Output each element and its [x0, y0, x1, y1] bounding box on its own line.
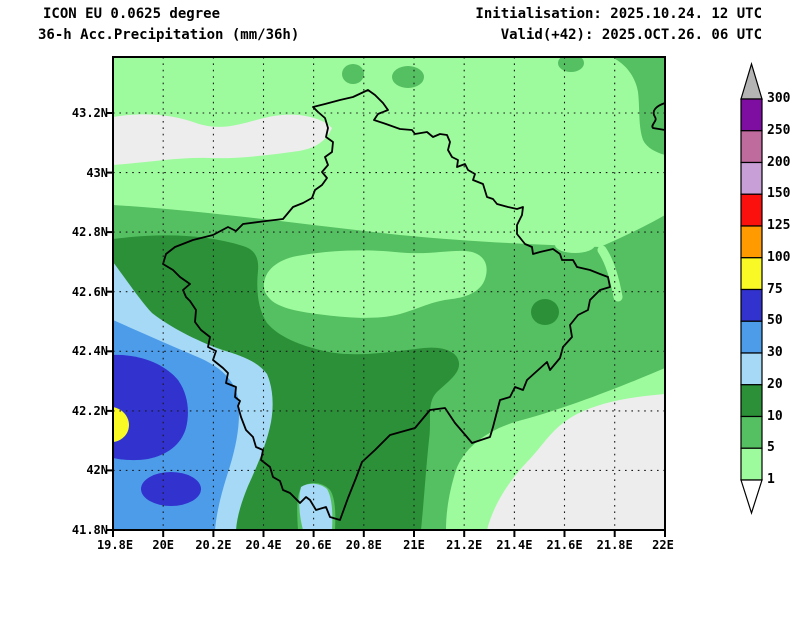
cbar-label-300: 300 [767, 91, 791, 106]
cbar-label-5: 5 [767, 440, 775, 456]
colorbar-seg-10-5 [740, 415, 763, 449]
cbar-label-75: 75 [767, 281, 783, 297]
field-20-30mm-notch [299, 483, 333, 530]
colorbar-seg-100-75 [740, 257, 763, 291]
field-5-10mm-blob-a [342, 64, 364, 84]
x-label-20.2E: 20.2E [195, 538, 232, 552]
precipitation-field [113, 57, 665, 530]
field-50-75mm-blob-s [141, 472, 201, 506]
colorbar-seg-5-1 [740, 447, 763, 481]
x-label-20.8E: 20.8E [345, 538, 382, 552]
model-title: ICON EU 0.0625 degree [43, 6, 221, 22]
field-10-20mm-main [113, 235, 460, 530]
colorbar-arrow-over [740, 61, 763, 100]
field-5-10mm-blob-c [558, 57, 584, 72]
field-5-10mm-ne-lobe [612, 57, 665, 155]
x-label-20.6E: 20.6E [295, 538, 332, 552]
x-label-21.8E: 21.8E [596, 538, 633, 552]
x-label-20.4E: 20.4E [245, 538, 282, 552]
y-label-42.4N: 42.4N [71, 344, 108, 359]
colorbar-seg-150-125 [740, 193, 763, 227]
cbar-label-1: 1 [767, 472, 775, 487]
field-1-5mm-sliver [597, 245, 623, 302]
field-1-5mm-patch [555, 237, 595, 253]
x-label-20E: 20E [152, 538, 175, 552]
field-10-20mm-oval [531, 299, 559, 325]
x-label-21.4E: 21.4E [496, 538, 533, 552]
y-label-42.6N: 42.6N [71, 284, 108, 299]
colorbar-seg-50-30 [740, 320, 763, 354]
kosovo-border [162, 89, 611, 521]
cbar-label-125: 125 [767, 218, 791, 233]
x-label-21E: 21E [403, 538, 425, 552]
cbar-label-50: 50 [767, 313, 783, 329]
field-75-100mm-spot [113, 407, 129, 442]
ne-border-fragment [651, 102, 665, 131]
field-1-5mm-oval [263, 250, 487, 318]
map-frame [112, 56, 666, 531]
cbar-label-150: 150 [767, 186, 791, 202]
y-label-42.8N: 42.8N [71, 225, 108, 240]
cbar-label-100: 100 [767, 249, 791, 265]
colorbar [740, 61, 763, 515]
x-label-21.2E: 21.2E [446, 538, 483, 552]
product-title: 36-h Acc.Precipitation (mm/36h) [38, 27, 300, 43]
valid-time: Valid(+42): 2025.OCT.26. 06 UTC [500, 27, 762, 43]
cbar-label-20: 20 [767, 376, 783, 392]
y-label-43.2N: 43.2N [71, 106, 108, 120]
field-50-75mm-blob [113, 354, 188, 461]
field-sub1mm-nw-band [113, 114, 332, 165]
colorbar-seg-200-150 [740, 161, 763, 195]
colorbar-seg-75-50 [740, 288, 763, 322]
cbar-label-200: 200 [767, 154, 791, 170]
y-label-42N: 42N [86, 463, 108, 478]
field-sub1mm-se-corner [487, 394, 665, 530]
colorbar-seg-300-250 [740, 98, 763, 132]
y-label-42.2N: 42.2N [71, 403, 108, 418]
colorbar-seg-250-200 [740, 130, 763, 164]
y-label-43N: 43N [86, 165, 108, 180]
init-time: Initialisation: 2025.10.24. 12 UTC [475, 6, 762, 22]
axis-ticks [106, 112, 666, 537]
colorbar-seg-20-10 [740, 384, 763, 418]
cbar-label-10: 10 [767, 408, 783, 424]
colorbar-seg-30-20 [740, 352, 763, 386]
x-label-22E: 22E [652, 538, 674, 552]
x-label-21.6E: 21.6E [546, 538, 583, 552]
field-5-10mm-blob-b [392, 66, 424, 88]
cbar-label-250: 250 [767, 122, 791, 138]
colorbar-arrow-under [740, 479, 763, 515]
x-label-19.8E: 19.8E [96, 538, 134, 552]
y-label-41.8N: 41.8N [71, 523, 108, 537]
cbar-label-30: 30 [767, 345, 783, 360]
graticule [113, 57, 665, 530]
colorbar-seg-125-100 [740, 225, 763, 259]
